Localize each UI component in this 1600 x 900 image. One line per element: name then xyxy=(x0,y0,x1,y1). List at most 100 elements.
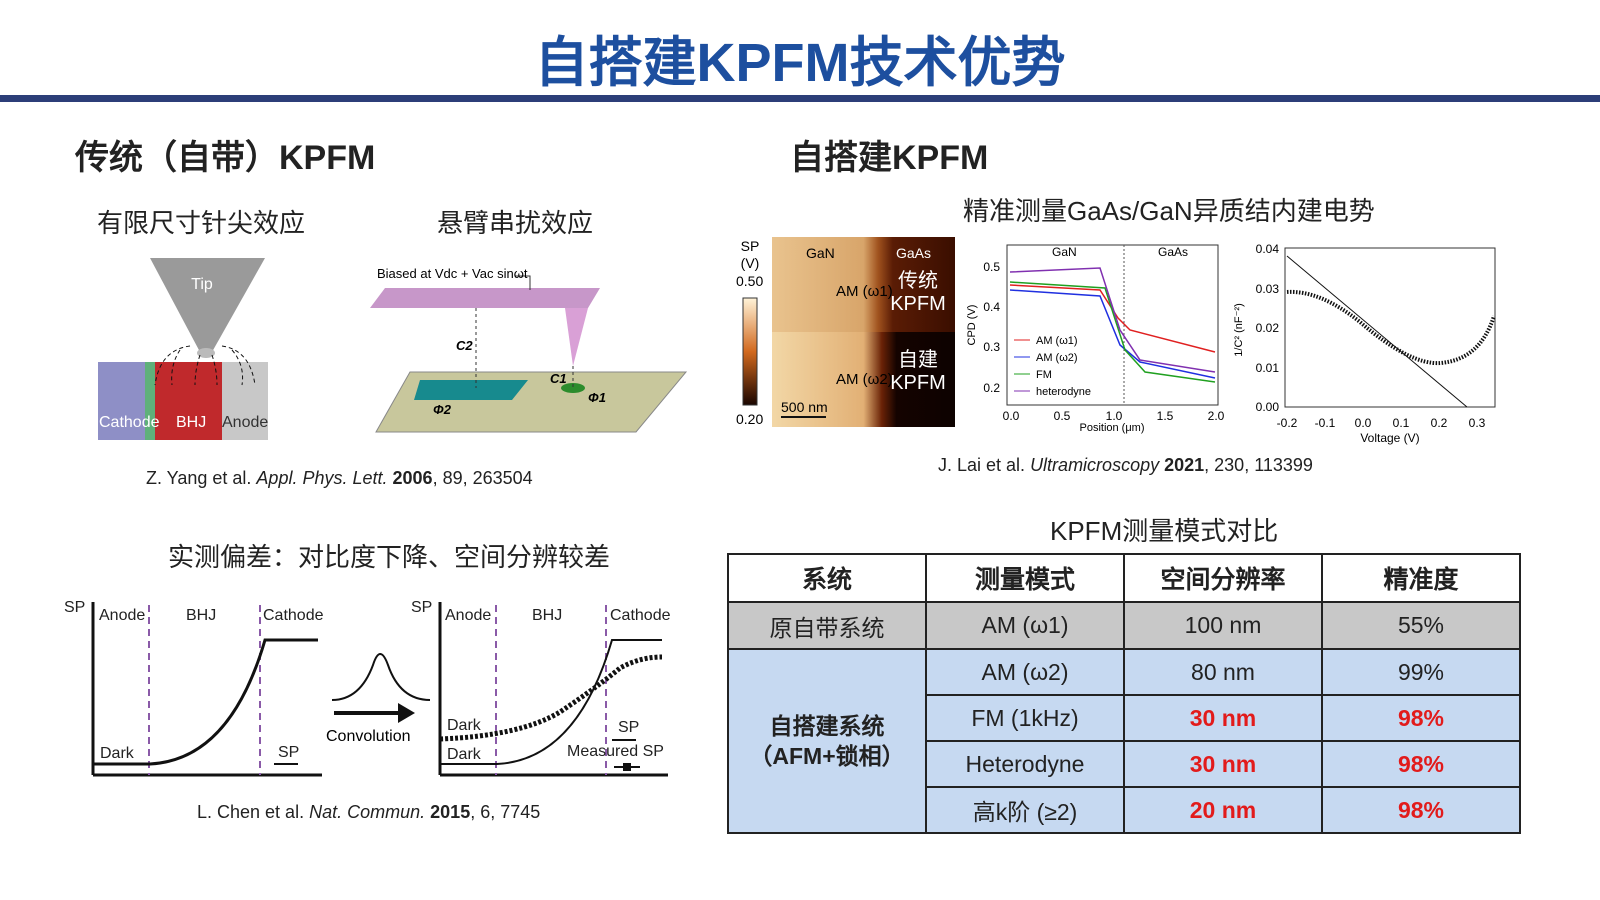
group-label: 自搭建系统 xyxy=(769,713,885,739)
fig-label: 0.5 xyxy=(1054,409,1071,423)
measured-plot-shape xyxy=(623,763,631,771)
fig-label: 0.1 xyxy=(1393,416,1410,430)
fig-label: SP xyxy=(741,238,760,254)
cell: 98% xyxy=(1321,694,1521,742)
header-cell: 精准度 xyxy=(1321,553,1521,603)
cell: 30 nm xyxy=(1123,740,1323,788)
cpd-plot-shape xyxy=(1009,289,1216,379)
fig-label: C1 xyxy=(550,371,567,386)
fig-label: GaN xyxy=(806,245,835,261)
cite-authors: L. Chen et al. xyxy=(197,802,305,822)
tip-figure-shape xyxy=(197,348,215,358)
convolution-shape xyxy=(398,703,415,723)
fig-label: SP xyxy=(618,719,639,736)
tip-figure-shape xyxy=(222,362,268,440)
fig-label: 0.3 xyxy=(983,340,1000,354)
fig-label: Voltage (V) xyxy=(1360,431,1419,445)
cite-journal: Ultramicroscopy xyxy=(1030,455,1160,475)
fig-label: 自建 xyxy=(898,348,938,371)
right-heading: 自搭建KPFM xyxy=(790,139,989,177)
cite-year: 2015 xyxy=(430,802,471,822)
fig-label: AM (ω1) xyxy=(836,283,893,300)
measured-plot-shape xyxy=(440,639,662,765)
cell: Heterodyne xyxy=(925,740,1125,788)
fig-label: -0.1 xyxy=(1315,416,1336,430)
fig-label: 0.04 xyxy=(1256,242,1280,256)
fig-label: Φ2 xyxy=(433,402,452,417)
fig-label: 0.2 xyxy=(1431,416,1448,430)
fig-label: 0.2 xyxy=(983,381,1000,395)
cpd-plot-shape xyxy=(1009,267,1216,373)
kpfm-image: SP (V) 0.50 0.20 GaN GaAs AM (ω1) 传统 KPF… xyxy=(736,237,955,427)
fig-label: SP xyxy=(64,599,85,616)
legend-entry: AM (ω2) xyxy=(1036,352,1078,364)
cite-authors: J. Lai et al. xyxy=(938,455,1026,475)
cite-authors: Z. Yang et al. xyxy=(146,468,252,488)
fig-label: 500 nm xyxy=(781,399,828,415)
ideal-plot: SP Anode BHJ Cathode Dark SP xyxy=(64,599,324,777)
group-label: （AFM+锁相） xyxy=(749,743,905,769)
comparison-table: 系统 测量模式 空间分辨率 精准度 原自带系统 AM (ω1) 100 nm 55% 自搭建… xyxy=(727,553,1521,834)
fig-label: C2 xyxy=(456,338,473,353)
cell: 98% xyxy=(1321,786,1521,834)
cantilever-figure-shape xyxy=(370,288,600,308)
cpd-plot: GaN GaAs 0.5 0.4 0.3 0.2 CPD (V) 0.0 0.5… xyxy=(966,244,1225,434)
cell: 原自带系统 xyxy=(727,601,927,650)
header-row: 系统 测量模式 空间分辨率 精准度 xyxy=(727,553,1521,603)
cell: AM (ω2) xyxy=(925,648,1125,696)
cantilever-figure-shape xyxy=(414,380,528,400)
fig-label: Dark xyxy=(447,746,482,763)
fig-label: AM (ω2) xyxy=(836,371,893,388)
convolution: Convolution xyxy=(326,653,431,745)
fig-label: 1.5 xyxy=(1157,409,1174,423)
cite-rest: , 89, 263504 xyxy=(432,468,533,488)
deviation-title: 实测偏差：对比度下降、空间分辨较差 xyxy=(168,542,611,572)
title-rule xyxy=(0,95,1600,102)
fig-label: KPFM xyxy=(890,293,946,315)
cell: 30 nm xyxy=(1123,694,1323,742)
fig-label: Cathode xyxy=(99,414,160,431)
table-row: FM (1kHz) 30 nm 98% xyxy=(728,694,1521,742)
cantilever-figure-shape xyxy=(561,383,585,393)
cpd-plot-shape xyxy=(1006,244,1219,406)
citation: J. Lai et al. Ultramicroscopy 2021, 230,… xyxy=(938,455,1313,476)
fig-label: GaN xyxy=(1052,245,1077,259)
fig-label: KPFM xyxy=(890,372,946,394)
fig-label: 0.00 xyxy=(1256,400,1280,414)
fig-label: SP xyxy=(411,599,432,616)
fig-label: 1/C² (nF⁻²) xyxy=(1233,303,1245,356)
kpfm-image-shape xyxy=(772,332,955,427)
fig-label: BHJ xyxy=(186,607,216,624)
cell: 20 nm xyxy=(1123,786,1323,834)
fig-label: Measured SP xyxy=(567,743,664,760)
group-cell: 自搭建系统 （AFM+锁相） xyxy=(727,648,927,834)
fig-label: 0.20 xyxy=(736,411,763,427)
table-row: 自搭建系统 （AFM+锁相） AM (ω2) 80 nm 99% xyxy=(727,648,1521,834)
ideal-plot-shape xyxy=(93,638,318,766)
header-cell: 测量模式 xyxy=(925,553,1125,603)
fig-label: 传统 xyxy=(898,269,938,292)
effect-label: 悬臂串扰效应 xyxy=(437,208,594,238)
tip-figure: Tip Cathode BHJ Anode xyxy=(98,258,268,440)
fig-label: BHJ xyxy=(532,607,562,624)
cell: 80 nm xyxy=(1123,648,1323,696)
fig-label: 1.0 xyxy=(1106,409,1123,423)
measured-plot: SP Anode BHJ Cathode Dark Dark SP Measur… xyxy=(411,599,671,777)
fig-label: Dark xyxy=(447,717,482,734)
fig-label: Anode xyxy=(222,414,268,431)
fig-label: Cathode xyxy=(610,607,671,624)
cell: 高k阶 (≥2) xyxy=(925,786,1125,834)
fig-label: 0.50 xyxy=(736,273,763,289)
cite-rest: , 230, 113399 xyxy=(1204,455,1313,475)
cantilever-figure-shape xyxy=(565,308,588,366)
cell: 99% xyxy=(1321,648,1521,696)
fig-label: Cathode xyxy=(263,607,324,624)
left-heading: 传统（自带）KPFM xyxy=(75,139,376,177)
citation: L. Chen et al. Nat. Commun. 2015, 6, 774… xyxy=(197,802,540,823)
fig-label: (V) xyxy=(741,255,760,271)
fig-label: BHJ xyxy=(176,414,206,431)
cantilever-figure: Biased at Vdc + Vac sinωt C2 C1 Φ2 Φ1 xyxy=(370,266,688,433)
legend-entry: AM (ω1) xyxy=(1036,335,1078,347)
